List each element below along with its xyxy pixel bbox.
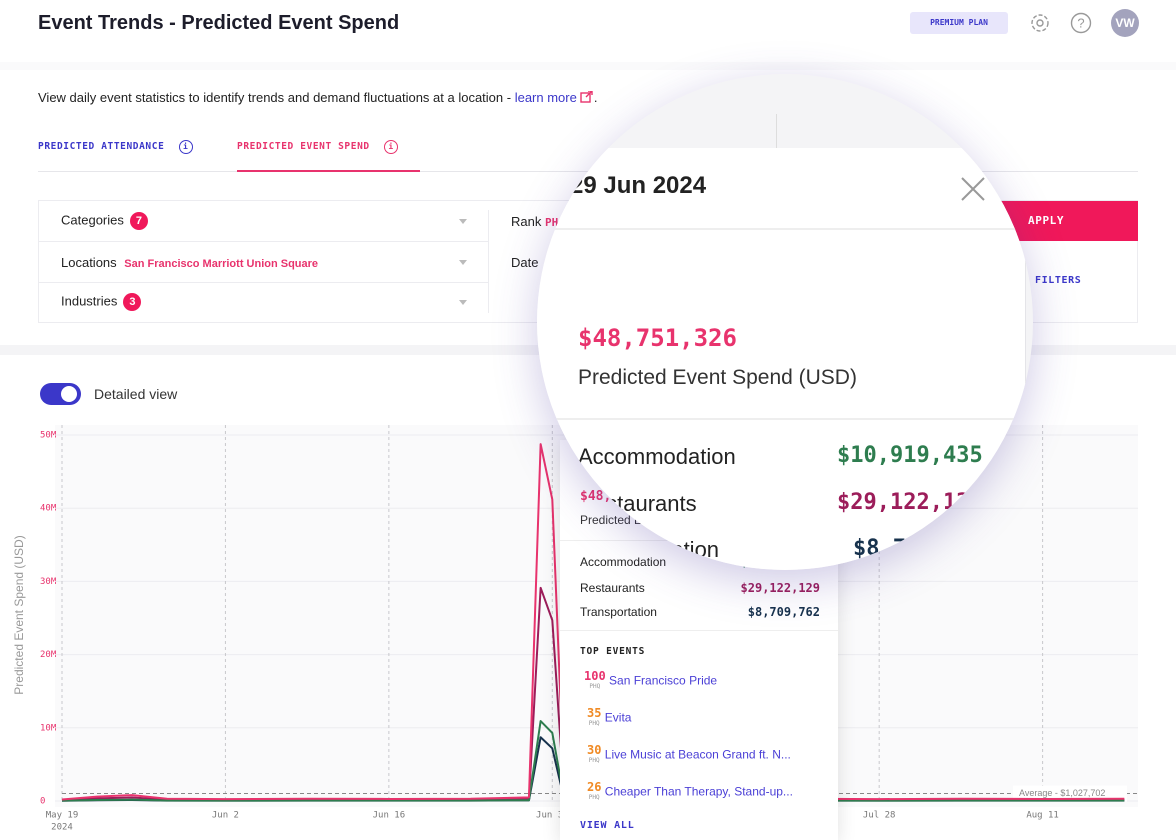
tab-label: PREDICTED ATTENDANCE bbox=[38, 141, 165, 152]
x-tick-label: Aug 11 bbox=[1026, 811, 1059, 821]
row-label: Transportation bbox=[580, 605, 657, 619]
header-divider bbox=[0, 62, 1176, 70]
row-divider bbox=[38, 241, 488, 242]
tab-label: PREDICTED EVENT SPEND bbox=[237, 141, 370, 152]
score-unit: PHQ bbox=[588, 720, 600, 727]
filter-locations[interactable]: Locations San Francisco Marriott Union S… bbox=[61, 255, 318, 270]
description: View daily event statistics to identify … bbox=[38, 90, 597, 105]
event-name: Evita bbox=[604, 710, 632, 725]
row-value: $8,709,762 bbox=[853, 536, 986, 561]
tooltip-zoom: 29 Jun 2024 $48,751,326 Predicted Event … bbox=[537, 148, 1026, 570]
divider bbox=[560, 630, 838, 631]
row-divider bbox=[38, 282, 488, 283]
row-value: $29,122,129 bbox=[740, 581, 820, 595]
event-score: 30 bbox=[587, 743, 602, 757]
settings-icon[interactable] bbox=[1029, 12, 1051, 34]
x-tick-label: Jun 16 bbox=[373, 811, 406, 821]
toggle-switch[interactable] bbox=[40, 383, 81, 405]
y-tick-label: 50M bbox=[40, 431, 57, 441]
row-label: Restaurants bbox=[578, 491, 697, 516]
external-link-icon bbox=[580, 90, 593, 103]
event-row[interactable]: 26 PHQ Cheaper Than Therapy, Stand-up... bbox=[587, 780, 793, 802]
filter-industries[interactable]: Industries 3 bbox=[61, 293, 142, 311]
x-tick-label: Jun 30 bbox=[536, 811, 569, 821]
count-badge: 3 bbox=[123, 293, 142, 311]
plan-badge[interactable]: PREMIUM PLAN bbox=[910, 12, 1008, 34]
tooltip-total-label: Predicted Event Spend (USD) bbox=[578, 366, 857, 389]
filter-categories[interactable]: Categories 7 bbox=[61, 212, 148, 230]
row-label: Restaurants bbox=[580, 581, 645, 595]
event-name: Live Music at Beacon Grand ft. N... bbox=[604, 747, 791, 762]
event-name: San Francisco Pride bbox=[609, 673, 718, 688]
score-unit: PHQ bbox=[588, 757, 600, 764]
section-title: TOP EVENTS bbox=[580, 646, 646, 657]
x-year-label: 2024 bbox=[51, 823, 73, 831]
avatar[interactable]: VW bbox=[1111, 9, 1139, 37]
row-value: $8,709,762 bbox=[747, 605, 820, 619]
more-filters-link[interactable]: FILTERS bbox=[1035, 275, 1082, 286]
description-text: View daily event statistics to identify … bbox=[38, 90, 515, 105]
event-name: Cheaper Than Therapy, Stand-up... bbox=[604, 784, 793, 799]
y-tick-label: 0 bbox=[40, 797, 45, 807]
event-score: 35 bbox=[587, 706, 602, 720]
description-end: . bbox=[593, 90, 598, 105]
row-label: Transportation bbox=[578, 537, 720, 562]
filter-value: San Francisco Marriott Union Square bbox=[124, 258, 319, 270]
tab-underline bbox=[237, 170, 420, 172]
filter-label: Locations bbox=[61, 255, 117, 270]
event-row[interactable]: 30 PHQ Live Music at Beacon Grand ft. N..… bbox=[587, 743, 791, 765]
x-tick-label: Jun 2 bbox=[212, 811, 239, 821]
y-tick-label: 30M bbox=[40, 577, 57, 587]
event-row[interactable]: 100 PHQ San Francisco Pride bbox=[584, 669, 718, 691]
close-icon[interactable] bbox=[959, 175, 987, 203]
filter-date[interactable]: Date bbox=[511, 255, 539, 270]
help-icon[interactable]: ? bbox=[1070, 12, 1092, 34]
info-icon: i bbox=[384, 140, 399, 154]
event-score: 100 bbox=[584, 669, 606, 683]
x-tick-label: May 19 bbox=[46, 811, 79, 821]
chevron bbox=[459, 260, 467, 265]
col-divider bbox=[488, 210, 489, 313]
filter-label: Industries bbox=[61, 293, 118, 309]
average-label-box bbox=[1013, 785, 1127, 802]
row-value: $10,919,435 bbox=[837, 443, 983, 468]
row-value: $29,122,129 bbox=[837, 490, 983, 515]
svg-text:?: ? bbox=[1077, 15, 1084, 30]
tooltip-date: 29 Jun 2024 bbox=[570, 172, 707, 199]
series-line bbox=[61, 720, 1125, 802]
filter-label: Rank bbox=[511, 214, 542, 229]
tab[interactable]: PREDICTED ATTENDANCE i bbox=[38, 140, 193, 154]
filter-label: Categories bbox=[61, 212, 124, 228]
y-tick-label: 20M bbox=[40, 650, 57, 660]
tooltip-total: $48,751,326 bbox=[578, 324, 737, 352]
count-badge: 7 bbox=[129, 212, 148, 230]
divider bbox=[537, 418, 1025, 420]
view-all-link[interactable]: VIEW ALL bbox=[580, 820, 635, 831]
x-tick-label: Jul 28 bbox=[863, 811, 896, 821]
event-score: 26 bbox=[587, 780, 602, 794]
magnifier: 29 Jun 2024 $48,751,326 Predicted Event … bbox=[537, 74, 1033, 570]
divider bbox=[537, 228, 1025, 230]
score-unit: PHQ bbox=[588, 794, 600, 801]
toggle-label: Detailed view bbox=[94, 386, 178, 402]
average-label: Average - $1,027,702 bbox=[1019, 788, 1105, 798]
row-label: Accommodation bbox=[578, 444, 736, 469]
chevron bbox=[459, 219, 467, 224]
y-tick-label: 10M bbox=[40, 723, 57, 733]
page-title: Event Trends - Predicted Event Spend bbox=[38, 12, 400, 34]
event-row[interactable]: 35 PHQ Evita bbox=[587, 706, 632, 728]
y-axis-label: Predicted Event Spend (USD) bbox=[12, 535, 26, 694]
learn-more-link[interactable]: learn more bbox=[514, 90, 577, 105]
info-icon: i bbox=[178, 140, 193, 154]
chevron bbox=[459, 300, 467, 305]
tab-active[interactable]: PREDICTED EVENT SPEND i bbox=[237, 140, 399, 154]
y-tick-label: 40M bbox=[40, 504, 57, 514]
score-unit: PHQ bbox=[589, 683, 601, 690]
grid-line-zoom bbox=[776, 114, 777, 148]
